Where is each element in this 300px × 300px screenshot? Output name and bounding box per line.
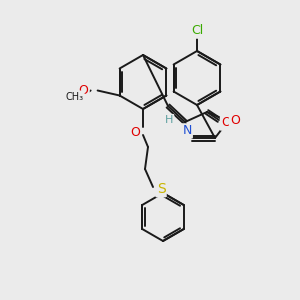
Text: O: O bbox=[221, 116, 231, 130]
Text: N: N bbox=[182, 124, 192, 137]
Text: S: S bbox=[157, 182, 165, 196]
Text: O: O bbox=[79, 84, 88, 97]
Text: Cl: Cl bbox=[191, 25, 203, 38]
Text: CH₃: CH₃ bbox=[66, 92, 84, 101]
Text: O: O bbox=[230, 115, 240, 128]
Text: H: H bbox=[165, 115, 173, 125]
Text: O: O bbox=[130, 125, 140, 139]
